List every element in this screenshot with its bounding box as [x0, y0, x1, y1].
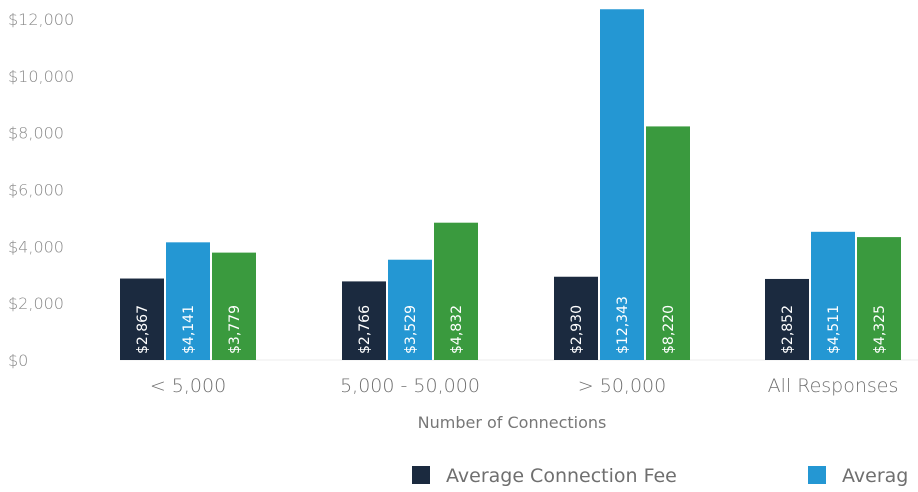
- x-axis: < 5,000 5,000 - 50,000 > 50,000 All Respons…: [150, 375, 899, 397]
- bar-value-label: $4,511: [826, 305, 842, 354]
- bar: [600, 9, 644, 361]
- bar-value-label: $2,930: [569, 305, 585, 354]
- legend-swatch: [808, 466, 826, 484]
- y-tick-label: $0: [8, 351, 28, 370]
- y-tick-label: $6,000: [8, 181, 64, 200]
- legend-swatch: [412, 466, 430, 484]
- bar-value-label: $4,141: [181, 305, 197, 354]
- y-tick-label: $4,000: [8, 237, 64, 256]
- bar: [765, 278, 809, 360]
- x-axis-title: Number of Connections: [418, 413, 607, 432]
- y-tick-label: $2,000: [8, 294, 64, 313]
- legend: Average Connection Fee Averag: [412, 465, 908, 487]
- bars-group: $2,867 $4,141 $3,779 $2,766 $3,529 $4,832 $2,9…: [120, 9, 901, 361]
- x-tick-label: 5,000 - 50,000: [340, 375, 480, 397]
- bar-value-label: $2,852: [780, 305, 796, 354]
- bar-value-label: $12,343: [615, 296, 631, 354]
- legend-label: Average Connection Fee: [446, 465, 677, 487]
- bar: [857, 237, 901, 360]
- bar: [434, 222, 478, 360]
- bar-value-label: $3,779: [227, 305, 243, 354]
- bar: [554, 276, 598, 360]
- y-tick-label: $10,000: [8, 67, 74, 86]
- bar-value-label: $3,529: [403, 305, 419, 354]
- legend-label: Averag: [842, 465, 908, 487]
- bar-value-label: $4,832: [449, 305, 465, 354]
- bar-value-label: $2,766: [357, 305, 373, 354]
- bar: [646, 126, 690, 360]
- y-axis: $0 $2,000 $4,000 $6,000 $8,000 $10,000 $12,000: [8, 10, 74, 370]
- bar-value-label: $8,220: [661, 305, 677, 354]
- bar: [212, 252, 256, 360]
- x-tick-label: < 5,000: [150, 375, 226, 397]
- y-tick-label: $8,000: [8, 124, 64, 143]
- bar: [120, 278, 164, 360]
- bar: [811, 231, 855, 360]
- bar: [342, 281, 386, 360]
- bar-value-label: $2,867: [135, 305, 151, 354]
- bar: [388, 259, 432, 360]
- y-tick-label: $12,000: [8, 10, 74, 29]
- x-tick-label: All Responses: [768, 375, 899, 397]
- bar-value-label: $4,325: [872, 305, 888, 354]
- bar: [166, 242, 210, 360]
- x-tick-label: > 50,000: [578, 375, 666, 397]
